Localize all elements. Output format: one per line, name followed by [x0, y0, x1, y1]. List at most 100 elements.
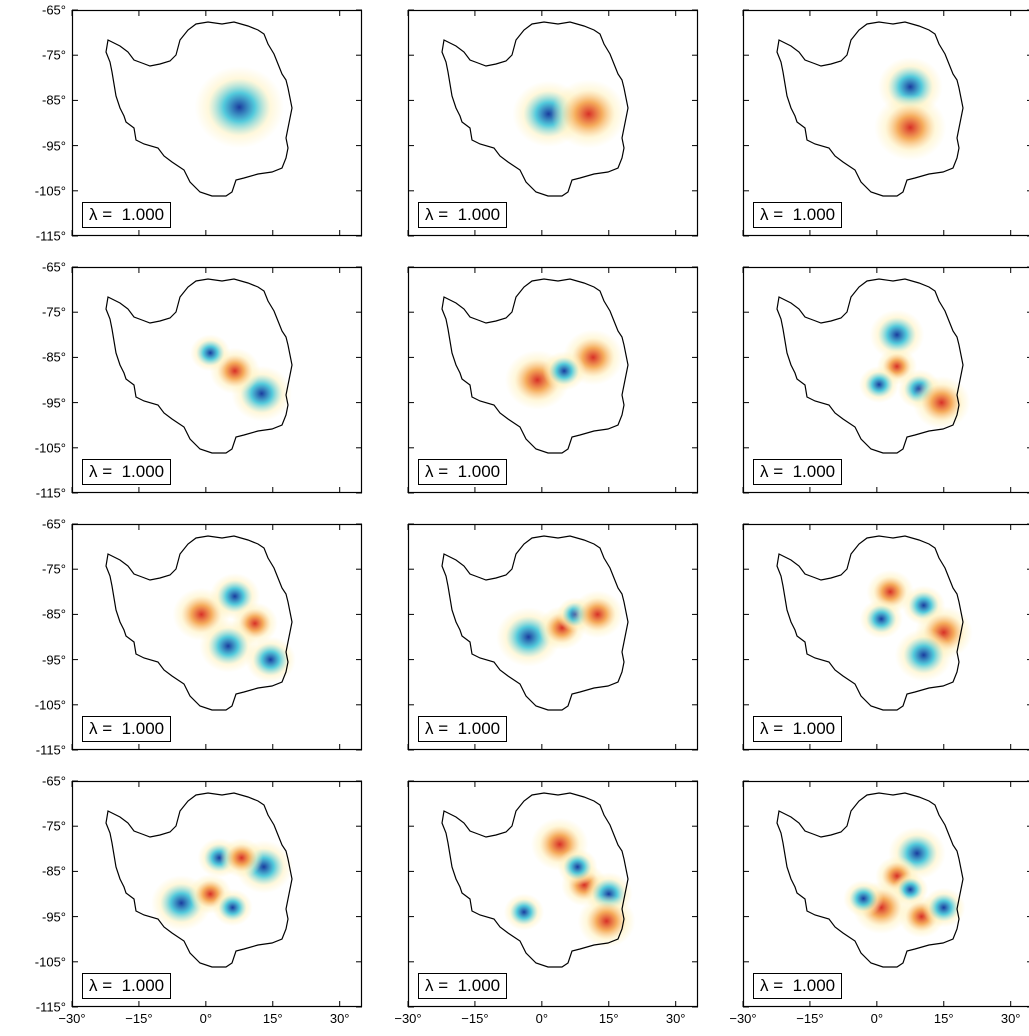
lambda-label: λ = 1.000 — [82, 459, 172, 485]
y-tick-label: -115° — [35, 999, 66, 1015]
y-tick-label: -95° — [42, 395, 66, 411]
antarctica-coastline — [441, 278, 629, 454]
map-panel: λ = 1.000 — [71, 266, 363, 494]
lambda-label: λ = 1.000 — [753, 202, 843, 228]
lambda-label: λ = 1.000 — [418, 973, 508, 999]
negative-anomaly-blob — [922, 887, 966, 928]
x-tick-label: 30° — [1000, 1011, 1021, 1026]
map-svg — [71, 523, 363, 751]
positive-anomaly-blob — [551, 79, 627, 149]
antarctica-coastline — [776, 792, 964, 968]
map-svg — [407, 523, 699, 751]
panel-frame — [742, 266, 1029, 494]
map-panel: λ = 1.000 — [742, 9, 1029, 237]
negative-anomaly-blob — [557, 848, 598, 886]
map-panel: λ = 1.000 — [742, 266, 1029, 494]
x-tick-label: −30° — [394, 1011, 422, 1026]
y-tick-label: -115° — [35, 742, 66, 758]
panel-frame — [742, 523, 1029, 751]
negative-anomaly-blob — [199, 619, 257, 673]
y-tick-label: -105° — [34, 954, 66, 970]
negative-anomaly-blob — [869, 309, 925, 360]
map-svg — [71, 266, 363, 494]
panel-frame — [71, 9, 363, 237]
antarctica-coastline — [441, 535, 629, 711]
map-svg — [71, 780, 363, 1008]
negative-anomaly-blob — [190, 334, 231, 372]
map-panel: λ = 1.000 — [71, 9, 363, 237]
antarctica-coastline — [776, 278, 964, 454]
x-tick-label: 30° — [329, 1011, 350, 1026]
negative-anomaly-blob — [843, 879, 884, 918]
y-tick-label: -85° — [42, 606, 66, 622]
x-tick-label: −15° — [796, 1011, 824, 1026]
panel-frame — [71, 780, 363, 1008]
map-svg — [407, 9, 699, 237]
positive-anomaly-blob — [912, 376, 971, 430]
lambda-label: λ = 1.000 — [82, 973, 172, 999]
lambda-label: λ = 1.000 — [82, 716, 172, 742]
map-panel: λ = 1.000 — [407, 9, 699, 237]
x-tick-label: −15° — [125, 1011, 153, 1026]
x-tick-label: −15° — [461, 1011, 489, 1026]
x-tick-label: 0° — [535, 1011, 549, 1026]
y-tick-label: -115° — [35, 228, 66, 244]
map-svg — [407, 780, 699, 1008]
negative-anomaly-blob — [194, 66, 284, 149]
lambda-label: λ = 1.000 — [753, 459, 843, 485]
panel-frame — [742, 9, 1029, 237]
lambda-label: λ = 1.000 — [418, 716, 508, 742]
antarctica-coastline — [776, 535, 964, 711]
antarctica-coastline — [105, 535, 293, 711]
panel-frame — [407, 523, 699, 751]
antarctica-coastline — [441, 792, 629, 968]
negative-anomaly-blob — [212, 889, 253, 927]
y-tick-label: -65° — [42, 516, 66, 532]
panel-frame — [742, 780, 1029, 1008]
y-tick-label: -75° — [42, 304, 66, 320]
map-panel: λ = 1.000 — [742, 523, 1029, 751]
panel-frame — [71, 523, 363, 751]
negative-anomaly-blob — [894, 628, 953, 682]
y-tick-label: -75° — [42, 818, 66, 834]
map-panel: λ = 1.000 — [407, 266, 699, 494]
antarctica-coastline — [441, 21, 629, 197]
y-tick-label: -75° — [42, 561, 66, 577]
map-svg — [407, 266, 699, 494]
antarctica-coastline — [105, 278, 293, 454]
y-tick-label: -105° — [34, 183, 66, 199]
panel-frame — [407, 780, 699, 1008]
antarctica-coastline — [776, 21, 964, 197]
antarctica-coastline — [105, 792, 293, 968]
negative-anomaly-blob — [245, 636, 296, 683]
map-svg — [742, 780, 1029, 1008]
x-tick-label: 15° — [933, 1011, 954, 1026]
map-panel: λ = 1.000 — [742, 780, 1029, 1008]
lambda-label: λ = 1.000 — [418, 202, 508, 228]
y-tick-label: -105° — [34, 697, 66, 713]
x-tick-label: 15° — [262, 1011, 283, 1026]
panel-frame — [71, 266, 363, 494]
x-tick-label: 15° — [598, 1011, 619, 1026]
map-panel: λ = 1.000 — [407, 780, 699, 1008]
y-tick-label: -115° — [35, 485, 66, 501]
y-tick-label: -75° — [42, 47, 66, 63]
y-tick-label: -65° — [42, 259, 66, 275]
x-tick-label: 30° — [665, 1011, 686, 1026]
y-tick-label: -105° — [34, 440, 66, 456]
positive-anomaly-blob — [874, 94, 947, 161]
y-tick-label: -95° — [42, 909, 66, 925]
x-tick-label: −30° — [58, 1011, 86, 1026]
y-tick-label: -65° — [42, 773, 66, 789]
y-tick-label: -85° — [42, 863, 66, 879]
y-tick-label: -85° — [42, 92, 66, 108]
lambda-label: λ = 1.000 — [82, 202, 172, 228]
negative-anomaly-blob — [542, 351, 586, 391]
map-panel: λ = 1.000 — [407, 523, 699, 751]
y-tick-label: -95° — [42, 652, 66, 668]
negative-anomaly-blob — [858, 365, 900, 404]
lambda-label: λ = 1.000 — [753, 973, 843, 999]
panel-frame — [407, 266, 699, 494]
map-svg — [742, 523, 1029, 751]
map-svg — [742, 9, 1029, 237]
